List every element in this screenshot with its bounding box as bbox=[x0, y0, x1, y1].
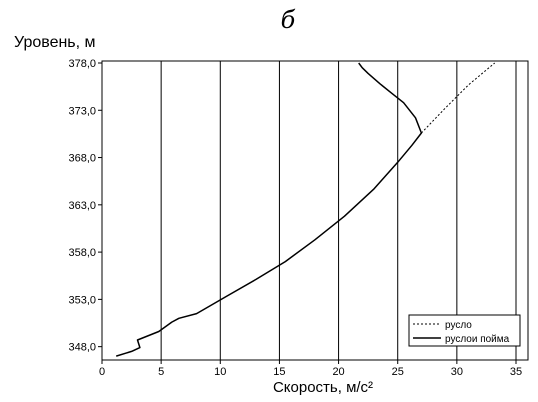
legend-label-ruslo-poima: руслои пойма bbox=[445, 334, 510, 345]
y-tick-label: 378,0 bbox=[68, 58, 96, 70]
y-tick-label: 353,0 bbox=[68, 294, 96, 306]
series-line-ruslo bbox=[421, 62, 496, 134]
chart-title: б bbox=[281, 6, 296, 34]
series-group bbox=[115, 62, 496, 357]
legend-label-ruslo: русло bbox=[445, 320, 472, 331]
x-axis: 0 5 10 15 20 25 30 35 bbox=[99, 360, 522, 378]
x-tick-label: 35 bbox=[510, 366, 522, 378]
y-axis: 348,0 353,0 358,0 363,0 368,0 373,0 378,0 bbox=[68, 58, 102, 354]
x-tick-label: 0 bbox=[99, 366, 105, 378]
x-tick-label: 10 bbox=[214, 366, 226, 378]
x-tick-label: 30 bbox=[451, 366, 463, 378]
grid bbox=[160, 61, 517, 360]
x-tick-label: 20 bbox=[332, 366, 344, 378]
legend-box bbox=[408, 314, 521, 347]
y-tick-label: 368,0 bbox=[68, 153, 96, 165]
x-axis-title: Скорость, м/с² bbox=[273, 379, 373, 396]
plot-frame bbox=[101, 60, 529, 361]
legend: русло руслои пойма bbox=[408, 314, 521, 347]
series-line-ruslo-poima bbox=[115, 62, 423, 357]
x-tick-label: 15 bbox=[273, 366, 285, 378]
y-tick-label: 348,0 bbox=[68, 342, 96, 354]
y-tick-label: 373,0 bbox=[68, 105, 96, 117]
y-tick-label: 358,0 bbox=[68, 247, 96, 259]
x-tick-label: 25 bbox=[392, 366, 404, 378]
x-tick-label: 5 bbox=[158, 366, 164, 378]
y-tick-label: 363,0 bbox=[68, 200, 96, 212]
y-axis-title: Уровень, м bbox=[14, 34, 96, 51]
